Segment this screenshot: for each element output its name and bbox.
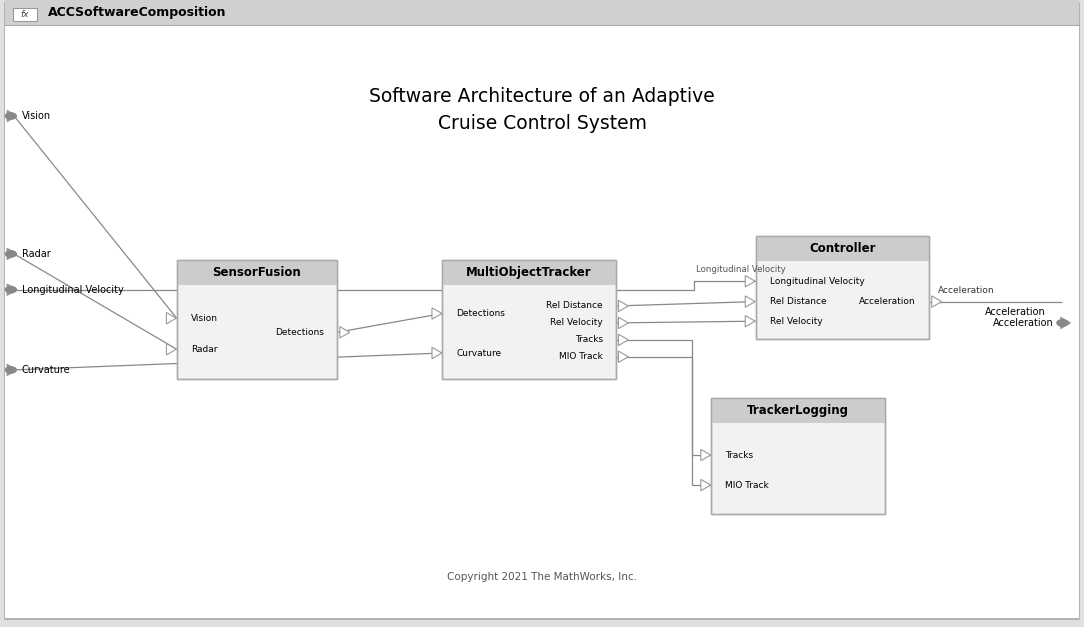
Polygon shape — [431, 308, 442, 319]
Polygon shape — [618, 334, 629, 345]
Text: Longitudinal Velocity: Longitudinal Velocity — [696, 265, 786, 273]
Polygon shape — [618, 300, 629, 312]
Polygon shape — [746, 315, 756, 327]
Text: Copyright 2021 The MathWorks, Inc.: Copyright 2021 The MathWorks, Inc. — [447, 572, 637, 582]
Text: Vision: Vision — [22, 111, 51, 121]
Text: Curvature: Curvature — [456, 349, 502, 357]
Bar — [442, 260, 616, 379]
Polygon shape — [618, 351, 629, 362]
Bar — [177, 260, 337, 379]
Circle shape — [5, 251, 16, 257]
Bar — [13, 8, 37, 21]
Bar — [177, 260, 337, 379]
Polygon shape — [340, 327, 350, 338]
Text: Rel Velocity: Rel Velocity — [550, 319, 603, 327]
Text: Acceleration: Acceleration — [938, 287, 994, 295]
Text: Detections: Detections — [456, 309, 505, 318]
Text: Rel Distance: Rel Distance — [770, 297, 826, 306]
Text: SensorFusion: SensorFusion — [212, 266, 301, 279]
Text: Software Architecture of an Adaptive
Cruise Control System: Software Architecture of an Adaptive Cru… — [370, 87, 714, 133]
Bar — [442, 260, 616, 379]
Polygon shape — [7, 248, 17, 260]
Text: Vision: Vision — [191, 314, 218, 323]
Polygon shape — [7, 364, 17, 376]
Bar — [756, 236, 929, 261]
Bar — [711, 398, 885, 423]
Polygon shape — [431, 347, 442, 359]
Polygon shape — [167, 312, 177, 324]
Bar — [756, 236, 929, 339]
Bar — [442, 260, 616, 285]
Bar — [5, 0, 1079, 25]
Text: Rel Distance: Rel Distance — [546, 302, 603, 310]
Polygon shape — [700, 450, 711, 461]
Polygon shape — [618, 317, 629, 329]
Bar — [177, 260, 337, 285]
Circle shape — [5, 113, 16, 119]
Text: fx: fx — [21, 10, 29, 19]
Text: Rel Velocity: Rel Velocity — [770, 317, 823, 325]
Text: Controller: Controller — [809, 242, 876, 255]
Text: Radar: Radar — [22, 249, 51, 259]
Text: Acceleration: Acceleration — [985, 307, 1046, 317]
Circle shape — [5, 367, 16, 373]
Circle shape — [1057, 320, 1068, 326]
Polygon shape — [746, 275, 756, 287]
Text: ACCSoftwareComposition: ACCSoftwareComposition — [48, 6, 227, 19]
Text: Longitudinal Velocity: Longitudinal Velocity — [770, 277, 864, 286]
Text: Longitudinal Velocity: Longitudinal Velocity — [22, 285, 124, 295]
Polygon shape — [1060, 317, 1071, 329]
Text: Detections: Detections — [275, 328, 324, 337]
Text: Tracks: Tracks — [725, 451, 753, 460]
Text: Tracks: Tracks — [575, 335, 603, 344]
Bar — [756, 236, 929, 339]
Polygon shape — [7, 284, 17, 295]
Polygon shape — [932, 296, 942, 307]
Text: Acceleration: Acceleration — [993, 318, 1054, 328]
Polygon shape — [167, 344, 177, 355]
Bar — [711, 398, 885, 514]
Polygon shape — [700, 480, 711, 491]
Text: Radar: Radar — [191, 345, 217, 354]
Polygon shape — [7, 110, 17, 122]
Text: Curvature: Curvature — [22, 365, 70, 375]
Text: MIO Track: MIO Track — [725, 480, 769, 490]
Bar — [711, 398, 885, 514]
Text: MIO Track: MIO Track — [559, 352, 603, 361]
Polygon shape — [746, 296, 756, 307]
Text: TrackerLogging: TrackerLogging — [747, 404, 849, 417]
Text: MultiObjectTracker: MultiObjectTracker — [466, 266, 592, 279]
Text: Acceleration: Acceleration — [860, 297, 916, 306]
Circle shape — [5, 287, 16, 293]
